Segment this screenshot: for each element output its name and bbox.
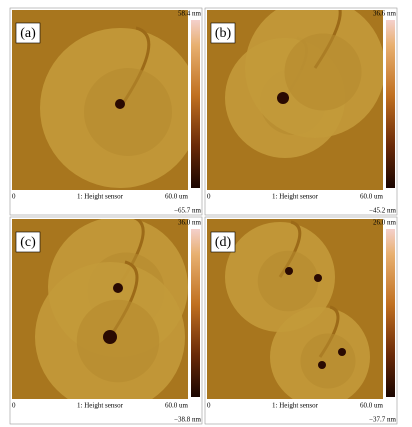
scale-end: 60.0 um: [360, 193, 384, 201]
terrace-inner: [84, 68, 172, 156]
scale-start: 0: [207, 402, 211, 410]
scale-end: 60.0 um: [165, 402, 189, 410]
min-label: −45.2 nm: [369, 207, 396, 215]
terrace-inner: [76, 299, 160, 383]
pit: [285, 267, 293, 275]
color-bar: [386, 229, 395, 397]
spirals: [35, 219, 188, 399]
sensor-label: 1: Height sensor: [272, 193, 319, 201]
sensor-label: 1: Height sensor: [77, 402, 124, 410]
sensor-label: 1: Height sensor: [272, 402, 319, 410]
panel: (b) 36.6 nm 0 1: Height sensor 60.0 um −45.2 …: [204, 7, 398, 216]
max-label: 26.0 nm: [373, 219, 397, 227]
sensor-label: 1: Height sensor: [77, 193, 124, 201]
color-bar: [386, 20, 395, 188]
scale-start: 0: [12, 193, 16, 201]
panel-border: [9, 216, 203, 425]
pit: [318, 361, 326, 369]
pit: [103, 330, 117, 344]
terrace-inner: [284, 33, 362, 111]
pit: [113, 283, 123, 293]
min-label: −38.8 nm: [174, 416, 201, 424]
panel-border: [9, 7, 203, 216]
scale-end: 60.0 um: [165, 193, 189, 201]
scale-start: 0: [207, 193, 211, 201]
scale-end: 60.0 um: [360, 402, 384, 410]
panel: (c) 36.0 nm 0 1: Height sensor 60.0 um −38.8 …: [9, 216, 203, 425]
label-box: [210, 22, 236, 44]
label-box: [15, 231, 41, 253]
max-label: 36.6 nm: [373, 10, 397, 18]
panel-label: (a): [20, 26, 36, 41]
panel: (d) 26.0 nm 0 1: Height sensor 60.0 um −37.7 …: [204, 216, 398, 425]
spirals: [40, 26, 188, 188]
panel-border: [204, 216, 398, 425]
max-label: 58.4 nm: [178, 10, 202, 18]
pit: [115, 99, 125, 109]
label-box: [15, 22, 41, 44]
panel: (a) 58.4 nm 0 1: Height sensor 60.0 um −65.7 …: [9, 7, 203, 216]
terrace-inner: [300, 333, 356, 389]
pit: [277, 92, 289, 104]
color-bar: [191, 229, 200, 397]
spirals: [225, 220, 370, 399]
min-label: −65.7 nm: [174, 207, 201, 215]
scale-start: 0: [12, 402, 16, 410]
panel-label: (d): [215, 235, 232, 250]
pit: [338, 348, 346, 356]
color-bar: [191, 20, 200, 188]
pit: [314, 274, 322, 282]
label-box: [210, 231, 236, 253]
panel-border: [204, 7, 398, 216]
panel-label: (c): [20, 235, 36, 250]
panel-label: (b): [215, 26, 232, 41]
max-label: 36.0 nm: [178, 219, 202, 227]
terrace-inner: [257, 250, 319, 312]
min-label: −37.7 nm: [369, 416, 396, 424]
